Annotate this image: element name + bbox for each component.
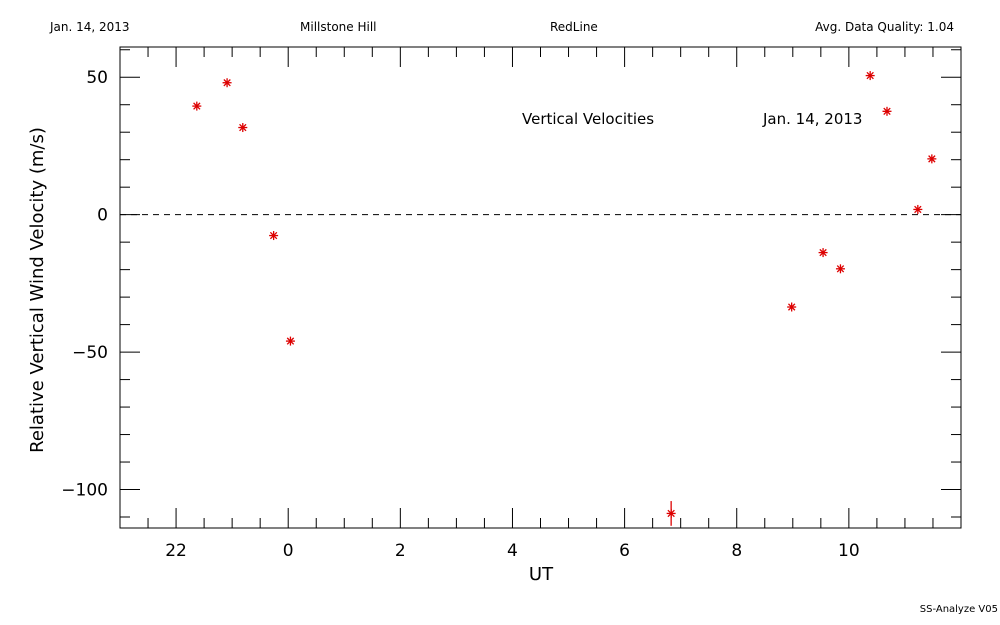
data-point xyxy=(787,302,797,312)
x-tick-label: 22 xyxy=(165,541,187,561)
data-point xyxy=(882,106,892,116)
marker-stroke xyxy=(223,79,231,87)
data-point xyxy=(913,204,923,214)
data-point xyxy=(666,501,676,526)
data-point xyxy=(269,231,279,241)
y-tick-label: 0 xyxy=(97,206,108,226)
data-point xyxy=(238,123,248,133)
y-axis-title: Relative Vertical Wind Velocity (m/s) xyxy=(27,127,48,453)
header-mode: RedLine xyxy=(550,20,598,34)
data-point xyxy=(222,78,232,88)
x-tick-label: 4 xyxy=(507,541,518,561)
marker-stroke xyxy=(836,265,845,273)
header-quality: Avg. Data Quality: 1.04 xyxy=(815,20,954,34)
y-tick-label: −100 xyxy=(61,481,108,501)
marker-stroke xyxy=(286,337,295,345)
plot-annotation-label: Vertical Velocities xyxy=(522,110,654,128)
x-tick-label: 0 xyxy=(283,541,294,561)
marker-stroke xyxy=(193,102,201,110)
marker-stroke xyxy=(866,71,874,80)
y-tick-label: 50 xyxy=(86,68,108,88)
header-site: Millstone Hill xyxy=(300,20,376,34)
data-point xyxy=(865,71,875,81)
marker-stroke xyxy=(883,107,891,116)
x-tick-label: 2 xyxy=(395,541,406,561)
x-tick-label: 8 xyxy=(731,541,742,561)
y-tick-label: −50 xyxy=(72,343,108,363)
marker-stroke xyxy=(239,123,247,132)
marker-stroke xyxy=(819,248,827,257)
marker-stroke xyxy=(787,303,796,311)
x-axis-title: UT xyxy=(529,564,554,585)
plot-annotation-date: Jan. 14, 2013 xyxy=(762,110,862,128)
x-tick-label: 6 xyxy=(619,541,630,561)
y-axis: 50 0 −50 −100 xyxy=(61,49,961,518)
data-point xyxy=(192,101,202,111)
data-points xyxy=(192,71,937,526)
software-version: SS-Analyze V05 xyxy=(920,604,998,615)
x-axis: 22 0 2 4 6 8 10 xyxy=(147,47,934,561)
marker-stroke xyxy=(269,231,278,240)
data-point xyxy=(285,336,295,346)
marker-stroke xyxy=(667,509,675,518)
marker-stroke xyxy=(928,155,936,163)
data-point xyxy=(835,264,845,274)
marker-stroke xyxy=(914,205,922,214)
data-point xyxy=(818,248,828,258)
data-point xyxy=(927,154,937,164)
x-tick-label: 10 xyxy=(838,541,860,561)
header-date: Jan. 14, 2013 xyxy=(49,20,130,34)
